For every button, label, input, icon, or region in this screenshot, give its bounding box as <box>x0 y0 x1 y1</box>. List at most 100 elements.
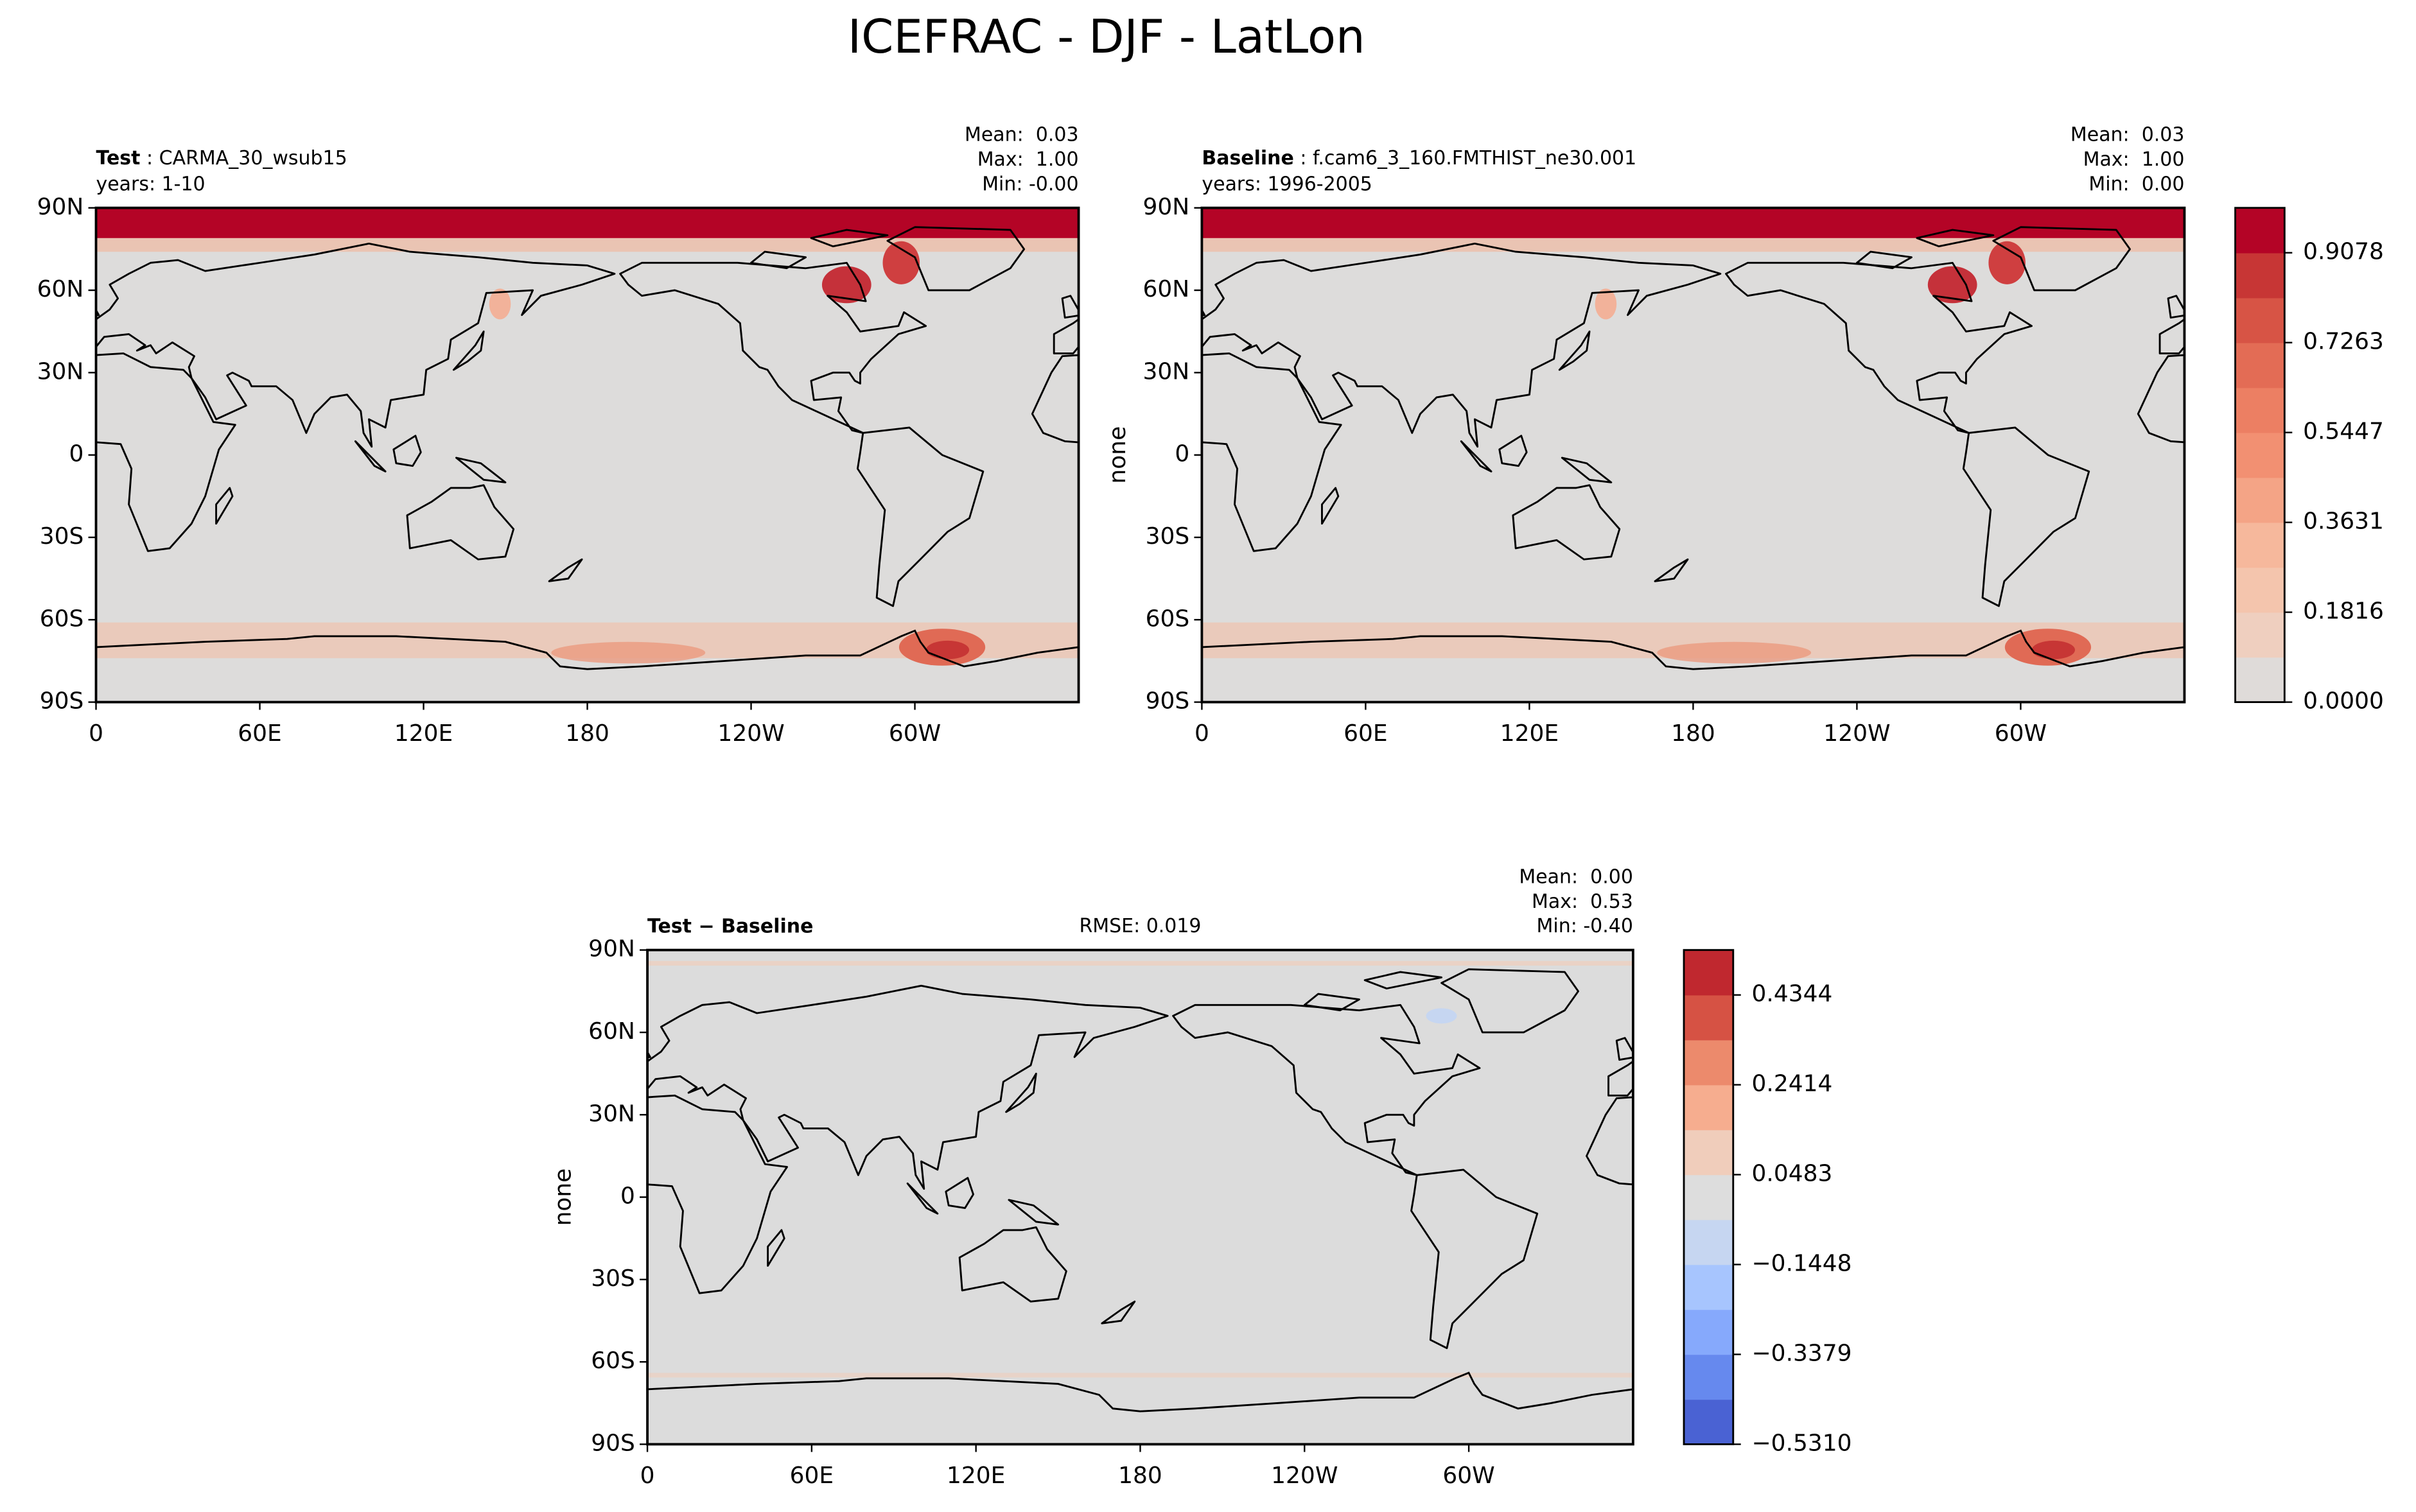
coastline <box>1202 242 1722 448</box>
y-tick-label: 90S <box>1146 688 1190 715</box>
x-tick-label: 180 <box>1671 720 1715 747</box>
colorbar-band <box>2235 252 2285 299</box>
y-tick-label: 60S <box>591 1348 635 1374</box>
ice-hudson <box>821 266 871 304</box>
y-tick-label: 60S <box>40 605 84 632</box>
colorbar-tick-label: −0.3379 <box>1752 1341 1852 1367</box>
coastline <box>1615 1037 1633 1061</box>
y-tick-label: 30N <box>37 358 84 385</box>
heading-case: : CARMA_30_wsub15 <box>146 147 347 169</box>
y-tick-label: 60S <box>1146 605 1190 632</box>
colorbar-tick-label: −0.1448 <box>1752 1251 1852 1277</box>
x-tick-label: 60W <box>889 720 941 747</box>
colorbar-tick-label: 0.7263 <box>2303 329 2384 355</box>
coastline <box>2167 295 2185 319</box>
y-tick-label: 60N <box>37 276 84 302</box>
heading-case: : f.cam6_3_160.FMTHIST_ne30.001 <box>1300 147 1636 169</box>
y-axis-label: none <box>550 1169 577 1226</box>
coastline <box>548 558 583 582</box>
y-axis-label: none <box>1105 426 1131 484</box>
map <box>647 950 1633 1445</box>
y-tick-label: 60N <box>588 1018 635 1045</box>
x-tick-label: 120E <box>1500 720 1559 747</box>
colorbar-band <box>2235 522 2285 568</box>
coastline <box>810 229 889 248</box>
coastline <box>0 428 1 606</box>
coastline-antarctica <box>647 1371 1633 1412</box>
x-tick-label: 0 <box>640 1463 655 1489</box>
coastline <box>1916 229 1995 248</box>
colorbar-band <box>1684 1129 1733 1176</box>
panel-years: years: 1-10 <box>96 173 206 195</box>
heading-bold: Test <box>96 147 141 169</box>
y-tick-label: 30S <box>591 1265 635 1292</box>
coastline <box>96 242 616 448</box>
colorbar-band <box>2235 612 2285 658</box>
coastline <box>1962 426 2090 607</box>
x-tick-label: 120W <box>1823 720 1890 747</box>
coastline <box>767 1229 785 1267</box>
panel-stat: Max: 1.00 <box>977 148 1079 171</box>
colorbar-band <box>2235 657 2285 703</box>
coastline <box>392 435 422 467</box>
ice-baffin <box>882 241 920 284</box>
ice-hudson <box>1927 266 1977 304</box>
coastline <box>1558 330 1591 371</box>
coastline <box>1725 261 2033 434</box>
figure-title: ICEFRAC - DJF - LatLon <box>848 10 1365 64</box>
colorbar-frame <box>2234 207 2286 704</box>
coastline <box>1321 487 1340 525</box>
colorbar-tick-label: 0.9078 <box>2303 239 2384 265</box>
colorbar-band <box>1684 1084 1733 1131</box>
coastline <box>215 487 234 525</box>
colorbar-band <box>2235 477 2285 523</box>
colorbar-tick-label: 0.3631 <box>2303 508 2384 535</box>
heading-bold: Baseline <box>1202 147 1293 169</box>
diff-blue <box>1426 1008 1457 1024</box>
y-tick-label: 60N <box>1143 276 1190 302</box>
coastline-antarctica <box>1202 629 2185 670</box>
x-tick-label: 0 <box>1195 720 1209 747</box>
colorbar-tick-label: 0.0000 <box>2303 688 2384 715</box>
colorbar-band <box>1684 1309 1733 1355</box>
colorbar-tick-label: 0.1816 <box>2303 598 2384 625</box>
coastline <box>1061 295 1079 319</box>
panel-stat: Mean: 0.00 <box>1519 865 1633 888</box>
ice-okhotsk <box>489 288 511 320</box>
colorbar-band <box>1684 1174 1733 1221</box>
panel-heading: Test: CARMA_30_wsub15 <box>96 147 347 169</box>
panel-heading: Baseline : f.cam6_3_160.FMTHIST_ne30.001 <box>1202 147 1636 169</box>
ice-core <box>96 207 1079 238</box>
coastline <box>1008 1199 1060 1226</box>
colorbar-band <box>2235 567 2285 613</box>
y-tick-label: 30N <box>588 1100 635 1127</box>
panel-heading: Test − Baseline <box>647 915 813 937</box>
y-tick-label: 0 <box>1175 441 1189 467</box>
colorbar-frame <box>1683 949 1735 1445</box>
coastline <box>1561 456 1613 483</box>
colorbar-tick-label: 0.5447 <box>2303 419 2384 445</box>
coastline <box>1172 1004 1481 1176</box>
panel-stat: Min: 0.00 <box>2088 173 2184 195</box>
y-tick-label: 30S <box>40 523 84 550</box>
coastline <box>455 456 507 483</box>
ice-okhotsk <box>1595 288 1617 320</box>
x-tick-label: 120E <box>394 720 453 747</box>
y-tick-label: 90N <box>1143 194 1190 220</box>
y-tick-label: 30S <box>1146 523 1190 550</box>
colorbar-band <box>2235 297 2285 343</box>
x-tick-label: 120E <box>947 1463 1005 1489</box>
panel-stat: Min: -0.40 <box>1537 915 1633 937</box>
coastline <box>452 330 485 371</box>
colorbar-band <box>1684 1264 1733 1310</box>
x-tick-label: 120W <box>1271 1463 1338 1489</box>
ice-weddell-core <box>2031 640 2076 659</box>
x-tick-label: 60E <box>790 1463 834 1489</box>
colorbar-band <box>2235 432 2285 478</box>
diff-fringe-north <box>647 960 1633 966</box>
panel-stat: Max: 1.00 <box>2083 148 2185 171</box>
coastline <box>1303 993 1360 1012</box>
x-tick-label: 120W <box>717 720 784 747</box>
coastline <box>1460 440 1492 473</box>
coastline <box>906 1182 939 1215</box>
